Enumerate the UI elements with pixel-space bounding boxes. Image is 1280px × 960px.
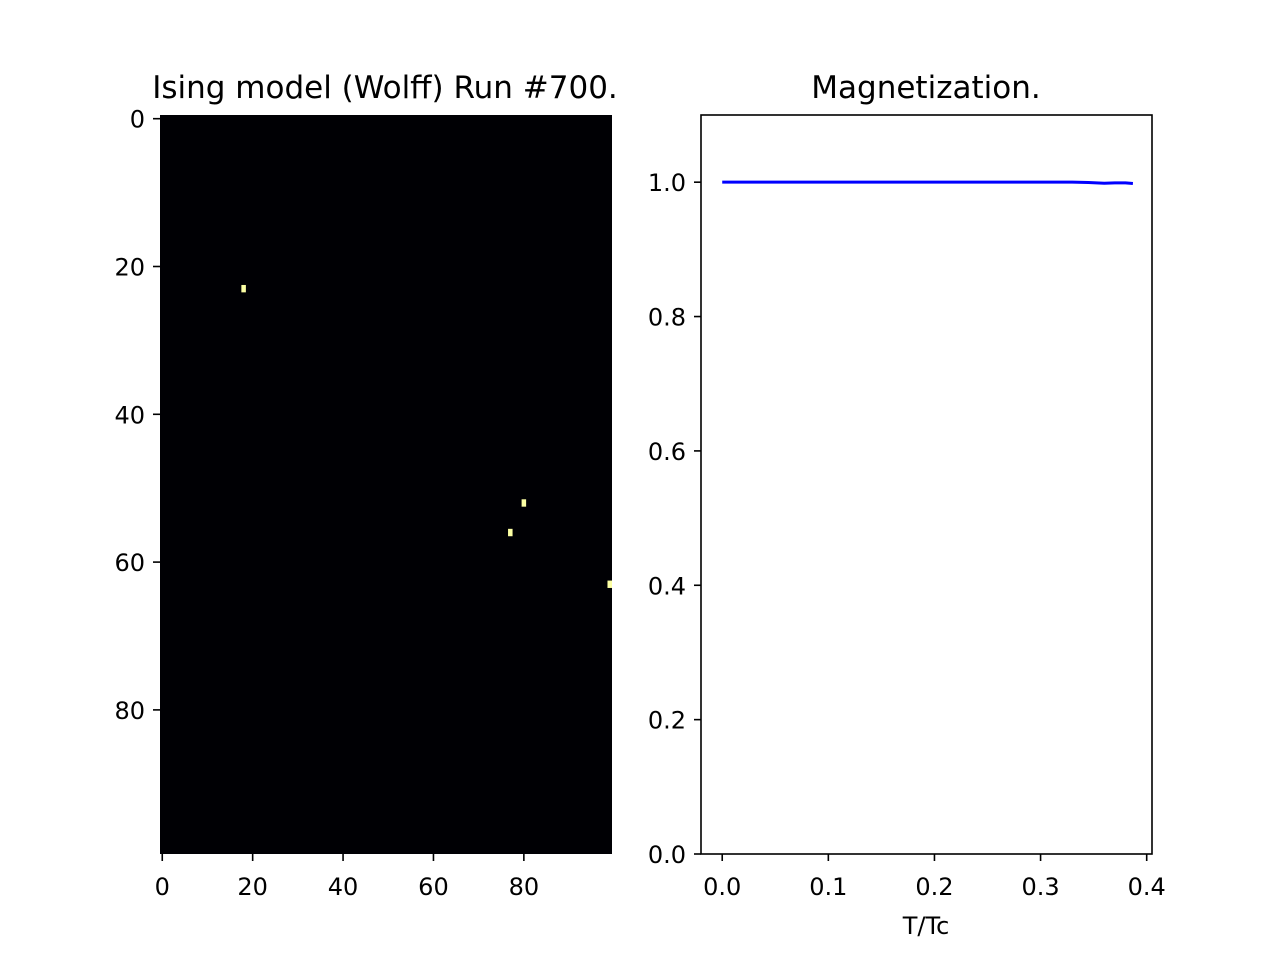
magnetization-xtick-label: 0.2 — [915, 873, 953, 901]
lattice-spins — [241, 284, 612, 588]
lattice-ytick-label: 60 — [114, 549, 145, 577]
magnetization-panel: Magnetization. 0.0 0.1 0.2 0.3 0.40.00.20.40… — [648, 70, 1166, 940]
magnetization-ytick-label: 0.0 — [648, 841, 686, 869]
flipped-spin-cell — [521, 499, 527, 507]
lattice-ytick-label: 40 — [114, 401, 145, 429]
lattice-xtick-label: 60 — [418, 873, 449, 901]
lattice-panel: Ising model (Wolff) Run #700. 0 20 40 60 800… — [114, 70, 617, 901]
magnetization-xtick-label: 0.3 — [1021, 873, 1059, 901]
magnetization-ytick-label: 1.0 — [648, 169, 686, 197]
lattice-title: Ising model (Wolff) Run #700. — [152, 70, 618, 106]
magnetization-ytick-label: 0.8 — [648, 304, 686, 332]
lattice-xtick-label: 20 — [237, 873, 268, 901]
flipped-spin-cell — [241, 284, 246, 293]
magnetization-xtick-label: 0.0 — [703, 873, 741, 901]
flipped-spin-cell — [508, 528, 513, 537]
lattice-xtick-label: 0 — [155, 873, 170, 901]
magnetization-line — [722, 180, 1134, 186]
lattice-ytick-label: 0 — [130, 106, 145, 134]
magnetization-plot-area — [700, 114, 1153, 855]
flipped-spin-cell — [607, 580, 612, 588]
lattice-ytick-label: 80 — [114, 697, 145, 725]
magnetization-ytick-label: 0.6 — [648, 438, 686, 466]
magnetization-axes: 0.0 0.1 0.2 0.3 0.4 0.0 0.2 0.4 0.6 0.8 1.0 — [648, 169, 1166, 901]
magnetization-series — [722, 180, 1134, 186]
lattice-ytick-label: 20 — [114, 253, 145, 281]
magnetization-xlabel: T/Tc — [902, 912, 950, 940]
lattice-xtick-label: 40 — [328, 873, 359, 901]
magnetization-xtick-label: 0.4 — [1128, 873, 1166, 901]
lattice-image — [160, 115, 612, 854]
lattice-axes: 0 20 40 60 80 0 20 40 60 80 — [114, 106, 539, 901]
lattice-xtick-label: 80 — [509, 873, 540, 901]
magnetization-ytick-label: 0.4 — [648, 572, 686, 600]
magnetization-ytick-label: 0.2 — [648, 707, 686, 735]
magnetization-title: Magnetization. — [811, 70, 1040, 106]
magnetization-xtick-label: 0.1 — [809, 873, 847, 901]
